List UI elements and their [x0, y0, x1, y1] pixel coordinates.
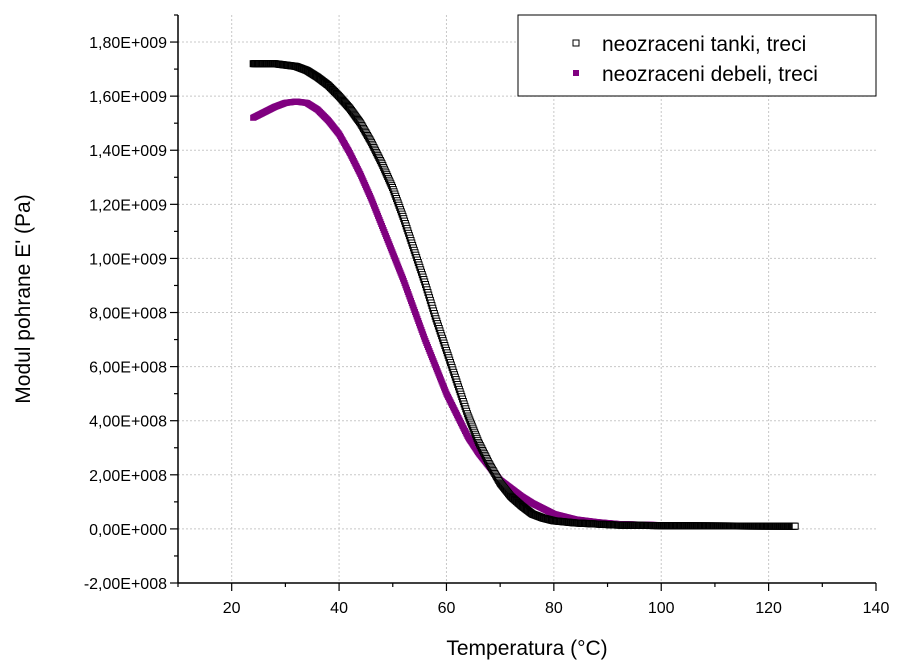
y-tick-label: 8,00E+008: [89, 306, 167, 323]
x-tick-label: 120: [755, 600, 782, 617]
y-tick-label: 0,00E+000: [89, 522, 167, 539]
y-tick-label: 6,00E+008: [89, 360, 167, 377]
y-tick-label: 1,80E+009: [89, 35, 167, 52]
y-tick-label: 1,40E+009: [89, 143, 167, 160]
legend: neozraceni tanki, treci neozraceni debel…: [517, 14, 877, 97]
x-tick-label: 100: [648, 600, 675, 617]
axes: [177, 15, 876, 584]
x-axis-title: Temperatura (°C): [446, 637, 607, 660]
legend-label-debeli: neozraceni debeli, treci: [602, 63, 818, 86]
data-point: [791, 522, 799, 530]
x-tick-label: 80: [545, 600, 563, 617]
legend-marker-tanki: [572, 39, 580, 47]
legend-label-tanki: neozraceni tanki, treci: [602, 33, 806, 56]
y-tick-label: 1,20E+009: [89, 197, 167, 214]
ticks: 20 40 60 80 100 120 140 -2,00E+008 0,00E+000 2,00…: [84, 14, 890, 617]
y-tick-label: 1,00E+009: [89, 251, 167, 268]
series-tanki: [249, 60, 799, 530]
x-tick-label: 60: [438, 600, 456, 617]
legend-box: [517, 14, 877, 97]
x-tick-label: 40: [330, 600, 348, 617]
x-tick-label: 140: [863, 600, 890, 617]
legend-marker-debeli: [573, 70, 579, 76]
y-tick-label: 4,00E+008: [89, 414, 167, 431]
series-debeli: [250, 98, 799, 530]
series-group: [249, 60, 799, 530]
x-tick-label: 20: [223, 600, 241, 617]
y-tick-label: 1,60E+009: [89, 89, 167, 106]
y-tick-label: 2,00E+008: [89, 468, 167, 485]
y-tick-label: -2,00E+008: [84, 576, 167, 593]
y-axis-title: Modul pohrane E' (Pa): [12, 194, 35, 403]
